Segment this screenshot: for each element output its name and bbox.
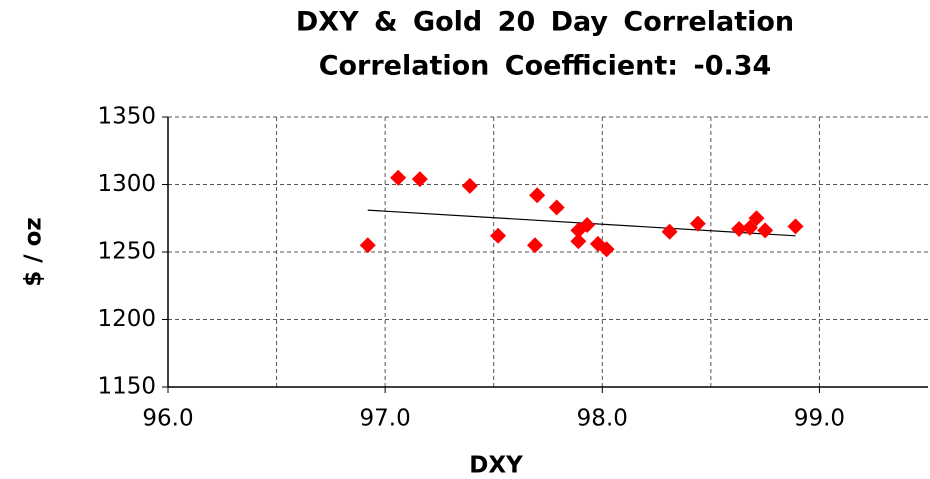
point <box>461 177 478 194</box>
chart-title: DXY & Gold 20 Day Correlation <box>296 7 794 38</box>
x-tick-label: 98.0 <box>577 406 628 432</box>
y-tick-label: 1300 <box>97 171 156 197</box>
point <box>579 217 596 233</box>
point <box>390 169 407 186</box>
y-tick-label: 1200 <box>97 306 156 332</box>
point <box>359 237 376 254</box>
x-tick-label: 96.0 <box>142 406 193 432</box>
point <box>526 237 543 254</box>
point <box>570 233 587 250</box>
point <box>598 241 615 258</box>
point <box>661 223 678 240</box>
chart-subtitle: Correlation Coefficient: -0.34 <box>319 51 772 82</box>
y-axis-label: $ / oz <box>21 217 47 287</box>
point <box>731 221 748 238</box>
point <box>689 215 706 232</box>
point <box>748 210 765 227</box>
x-tick-label: 97.0 <box>360 406 411 432</box>
point <box>411 171 428 188</box>
y-tick-label: 1350 <box>97 104 156 130</box>
point <box>548 199 565 216</box>
point <box>529 187 546 204</box>
point <box>757 222 774 239</box>
y-tick-label: 1150 <box>97 374 156 400</box>
x-tick-label: 99.0 <box>794 406 845 432</box>
x-axis-label: DXY <box>469 453 523 479</box>
y-tick-label: 1250 <box>97 239 156 265</box>
point <box>490 227 507 244</box>
point <box>787 218 804 235</box>
